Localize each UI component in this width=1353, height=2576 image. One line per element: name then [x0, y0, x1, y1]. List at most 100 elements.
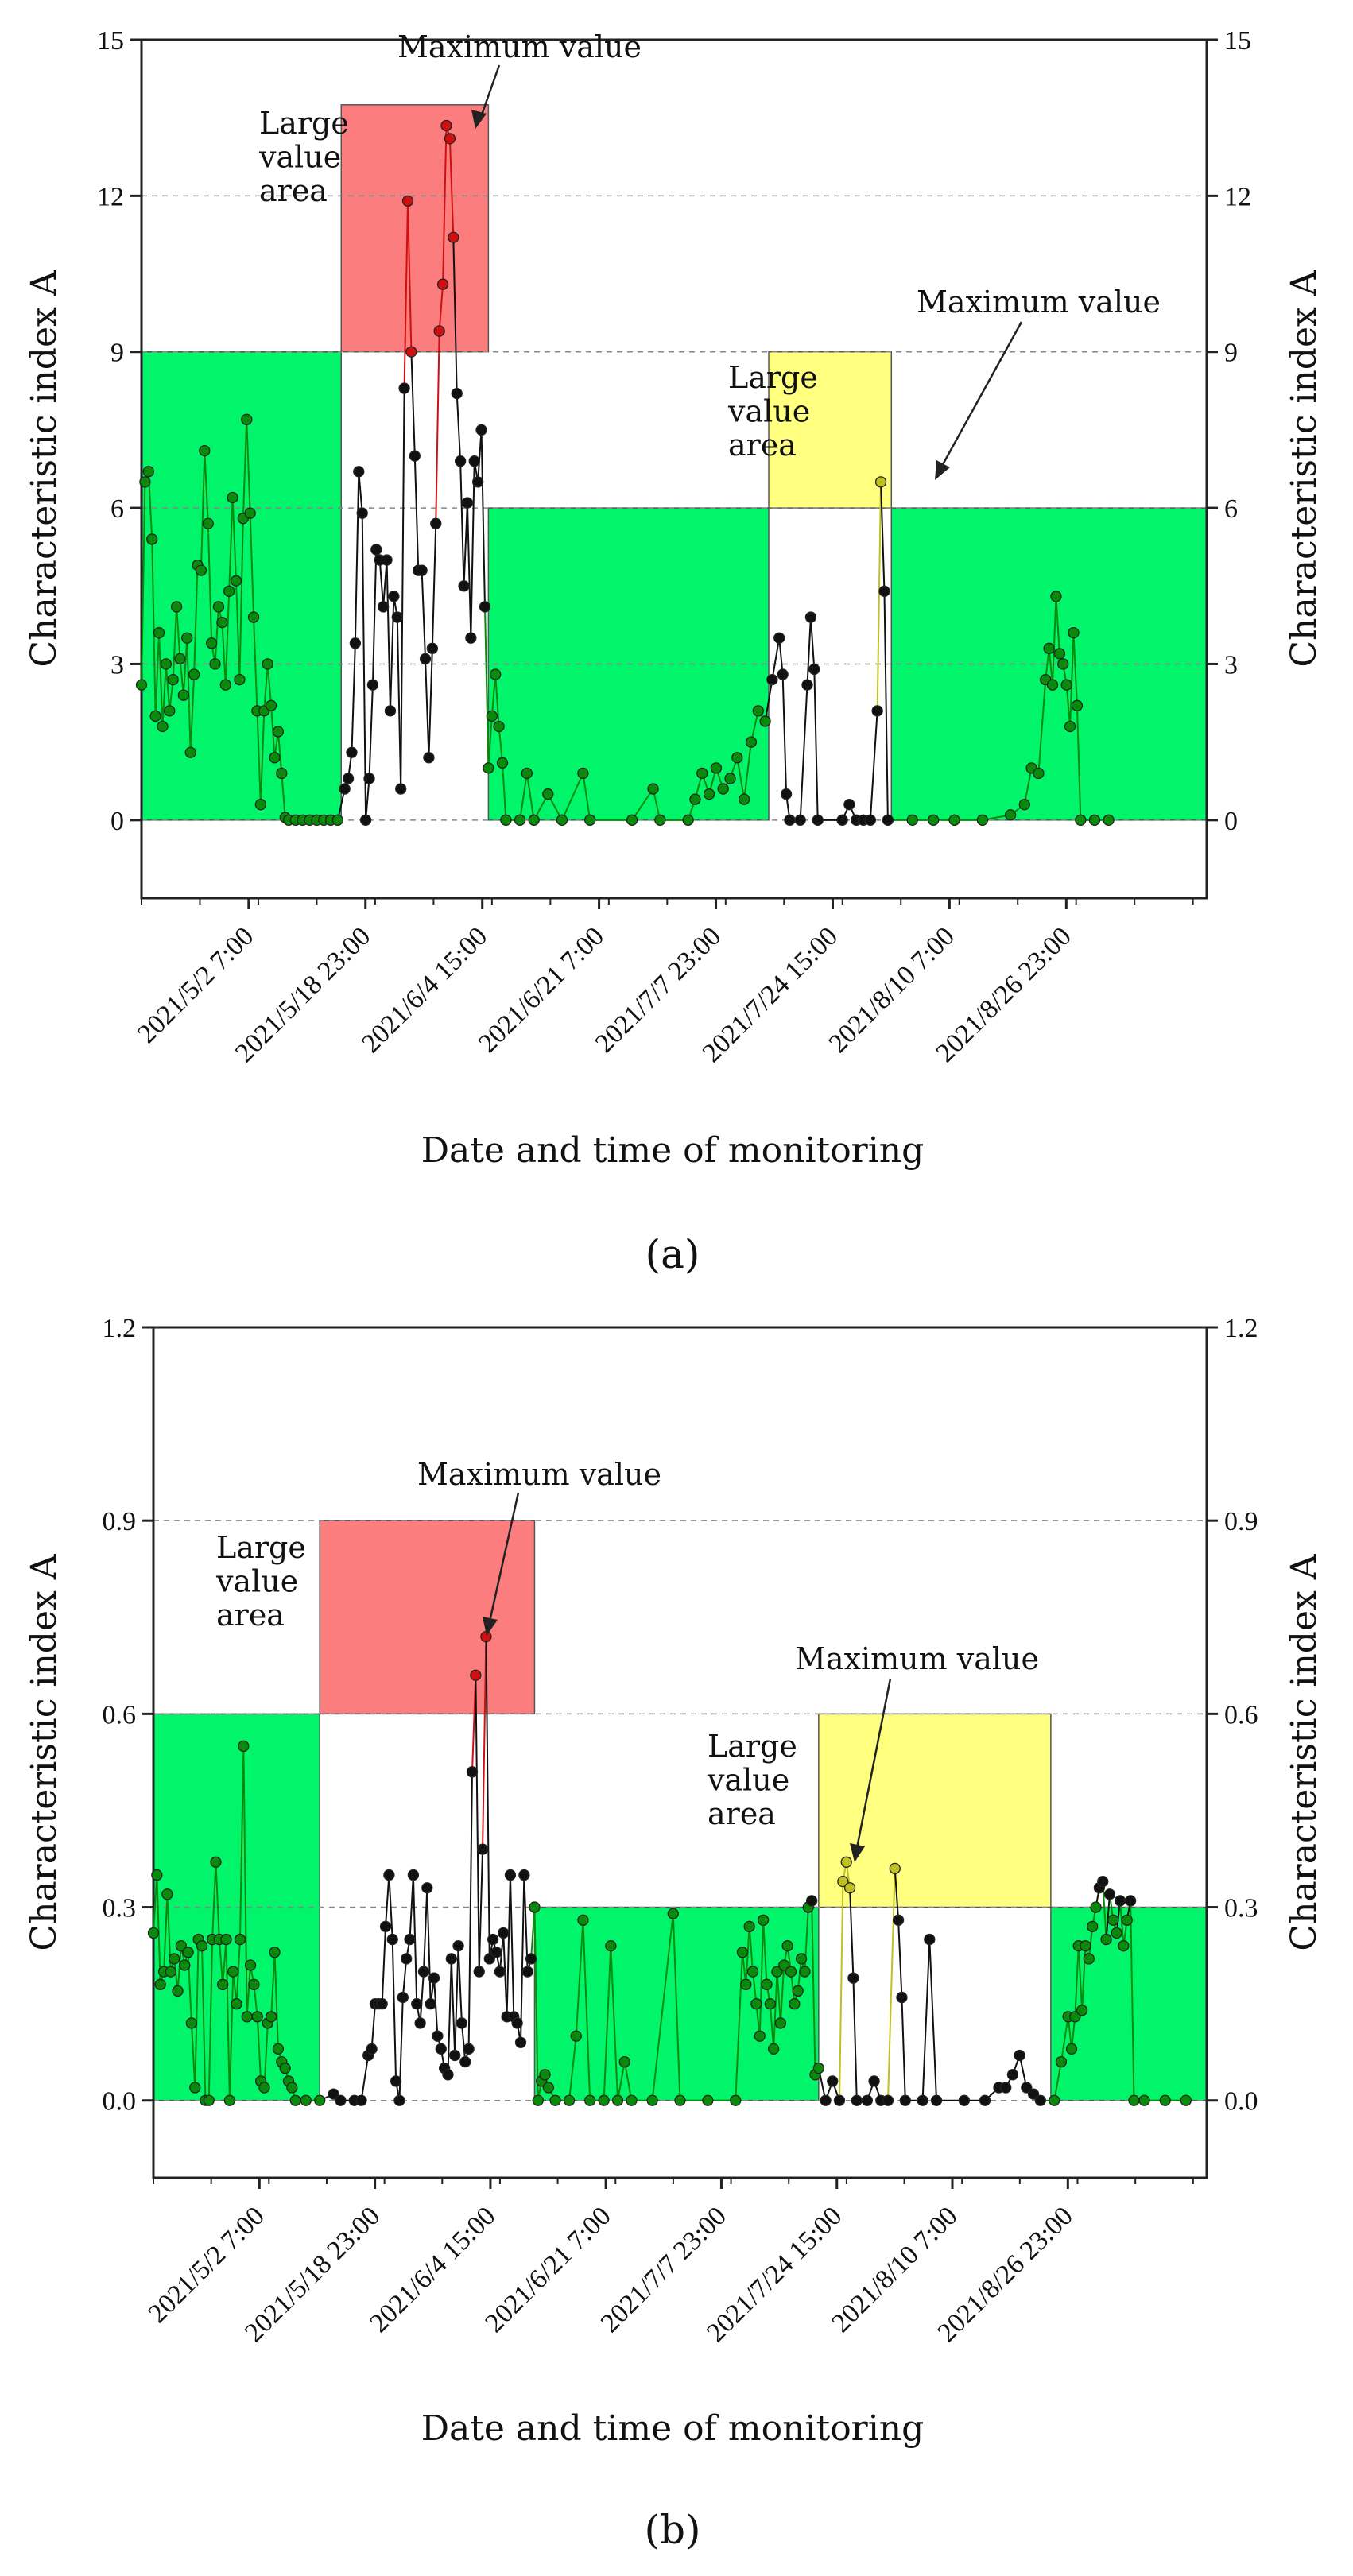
panel-b-line-segment-122	[758, 1919, 765, 2036]
panel-b-data-point-45	[335, 2094, 347, 2106]
panel-a-data-point-153	[1064, 720, 1076, 733]
panel-b-line-segment-110	[623, 2061, 633, 2101]
panel-b-data-point-166	[1034, 2094, 1046, 2106]
panel-b-data-point-83	[483, 1953, 495, 1965]
panel-a-data-point-108	[689, 793, 701, 805]
panel-b-annotation-arrowhead-2	[850, 1843, 865, 1862]
panel-b-annotation-arrowhead-1	[483, 1617, 498, 1636]
panel-b-data-point-10	[182, 1947, 194, 1958]
panel-a-line-segment-35	[259, 711, 266, 805]
panel-a-data-point-23	[216, 616, 228, 629]
panel-a-data-point-8	[164, 705, 176, 717]
panel-a-line-segment-74	[425, 658, 430, 758]
panel-a-data-point-143	[1018, 799, 1030, 811]
panel-b-data-point-87	[498, 1927, 510, 1939]
panel-a-data-point-137	[882, 814, 894, 826]
panel-a-data-point-127	[808, 663, 820, 676]
panel-b-data-point-142	[837, 1875, 849, 1888]
panel-a-data-point-87	[468, 455, 480, 467]
panel-b-data-point-0	[147, 1927, 160, 1939]
panel-a-line-segment-120	[771, 637, 781, 680]
panel-b-data-point-183	[1111, 1927, 1122, 1939]
panel-a-annotation-arrow-1	[479, 64, 501, 120]
panel-a-data-point-67	[398, 382, 410, 394]
panel-b-data-point-78	[466, 1766, 479, 1778]
panel-b-line-segment-168	[1053, 2061, 1062, 2101]
panel-a-line-segment-85	[463, 502, 468, 587]
panel-b-line-segment-4	[163, 1894, 169, 1972]
panel-b-line-segment-54	[385, 1874, 390, 1927]
panel-a-data-point-69	[405, 346, 417, 358]
panel-a-line-segment-121	[778, 637, 784, 675]
panel-b-line-segment-15	[201, 1946, 207, 2101]
panel-a-data-point-122	[780, 788, 793, 800]
panel-a-data-point-39	[272, 726, 285, 738]
panel-a-region-3	[768, 351, 893, 509]
panel-a-data-point-80	[444, 133, 456, 145]
panel-a-data-point-128	[812, 814, 824, 826]
panel-b-data-point-12	[189, 2082, 201, 2094]
panel-a-data-point-114	[731, 752, 743, 764]
panel-b-data-point-120	[750, 1997, 762, 2010]
panel-b-data-point-110	[626, 2094, 638, 2106]
panel-a-line-segment-95	[498, 726, 504, 763]
panel-b-data-point-26	[238, 1740, 250, 1753]
panel-b-line-segment-83	[485, 1637, 490, 1959]
panel-a-data-point-40	[276, 767, 288, 780]
panel-a-ytick-label-left-5: 15	[97, 26, 124, 56]
panel-b-data-point-92	[514, 2036, 527, 2048]
panel-b-region-3	[818, 1713, 1052, 1908]
panel-b-data-point-112	[667, 1908, 679, 1919]
panel-b-line-segment-75	[457, 1946, 463, 2024]
panel-b-data-point-106	[598, 2094, 610, 2106]
panel-a-data-point-79	[440, 119, 452, 132]
panel-b-data-point-101	[549, 2094, 561, 2106]
panel-b-data-point-122	[757, 1914, 770, 1926]
panel-b-line-segment-53	[381, 1926, 387, 2005]
panel-a-ytick-label-left-3: 9	[110, 339, 124, 368]
panel-b-data-point-184	[1114, 1895, 1126, 1907]
panel-b-line-segment-17	[207, 1939, 214, 2101]
panel-a-data-point-134	[871, 705, 883, 717]
panel-a-line-segment-93	[490, 674, 497, 716]
panel-b-data-point-181	[1103, 1888, 1116, 1900]
panel-b-data-point-34	[266, 2011, 277, 2023]
panel-b-data-point-109	[618, 2055, 630, 2068]
panel-a-data-point-155	[1071, 699, 1084, 711]
panel-a-data-point-54	[353, 466, 365, 478]
panel-a-data-point-58	[366, 679, 379, 691]
panel-a-line-segment-15	[189, 674, 196, 753]
panel-a-data-point-38	[269, 752, 281, 764]
panel-a-line-segment-127	[809, 617, 816, 670]
panel-a-line-segment-75	[428, 648, 433, 758]
panel-b-data-point-24	[231, 1997, 242, 2010]
panel-b-line-segment-82	[482, 1637, 487, 1850]
panel-b-line-segment-145	[849, 1888, 855, 1978]
panel-a-line-segment-77	[435, 331, 440, 524]
panel-a-line-segment-4	[151, 539, 157, 716]
panel-a-data-point-76	[430, 517, 442, 529]
panel-b-data-point-133	[795, 1953, 808, 1965]
panel-a-data-point-55	[356, 507, 368, 519]
panel-b-line-segment-61	[409, 1874, 414, 1940]
panel-b-data-point-85	[490, 1947, 502, 1958]
panel-a-line-segment-148	[1048, 648, 1054, 685]
panel-b-ytick-label-right-1: 0.3	[1224, 1894, 1258, 1923]
panel-a-data-point-97	[514, 814, 526, 826]
panel-a-data-point-62	[381, 554, 393, 566]
panel-b-line-segment-28	[246, 1965, 252, 2017]
panel-b-data-point-128	[778, 1959, 790, 1971]
panel-a-data-point-4	[149, 710, 161, 722]
panel-a-line-segment-126	[806, 617, 812, 685]
panel-a-line-segment-59	[371, 549, 378, 685]
panel-b-line-segment-31	[256, 2016, 262, 2082]
panel-a-data-point-31	[244, 507, 256, 519]
panel-a-annotation-1: Maximum value	[397, 29, 642, 64]
panel-a-data-point-9	[167, 673, 179, 686]
panel-a-data-point-107	[682, 814, 694, 826]
panel-b-ylabel-right: Characteristic index A	[1284, 1553, 1324, 1950]
panel-b-data-point-69	[435, 2043, 447, 2055]
panel-b-data-point-43	[314, 2094, 326, 2106]
panel-a-data-point-15	[188, 668, 200, 680]
